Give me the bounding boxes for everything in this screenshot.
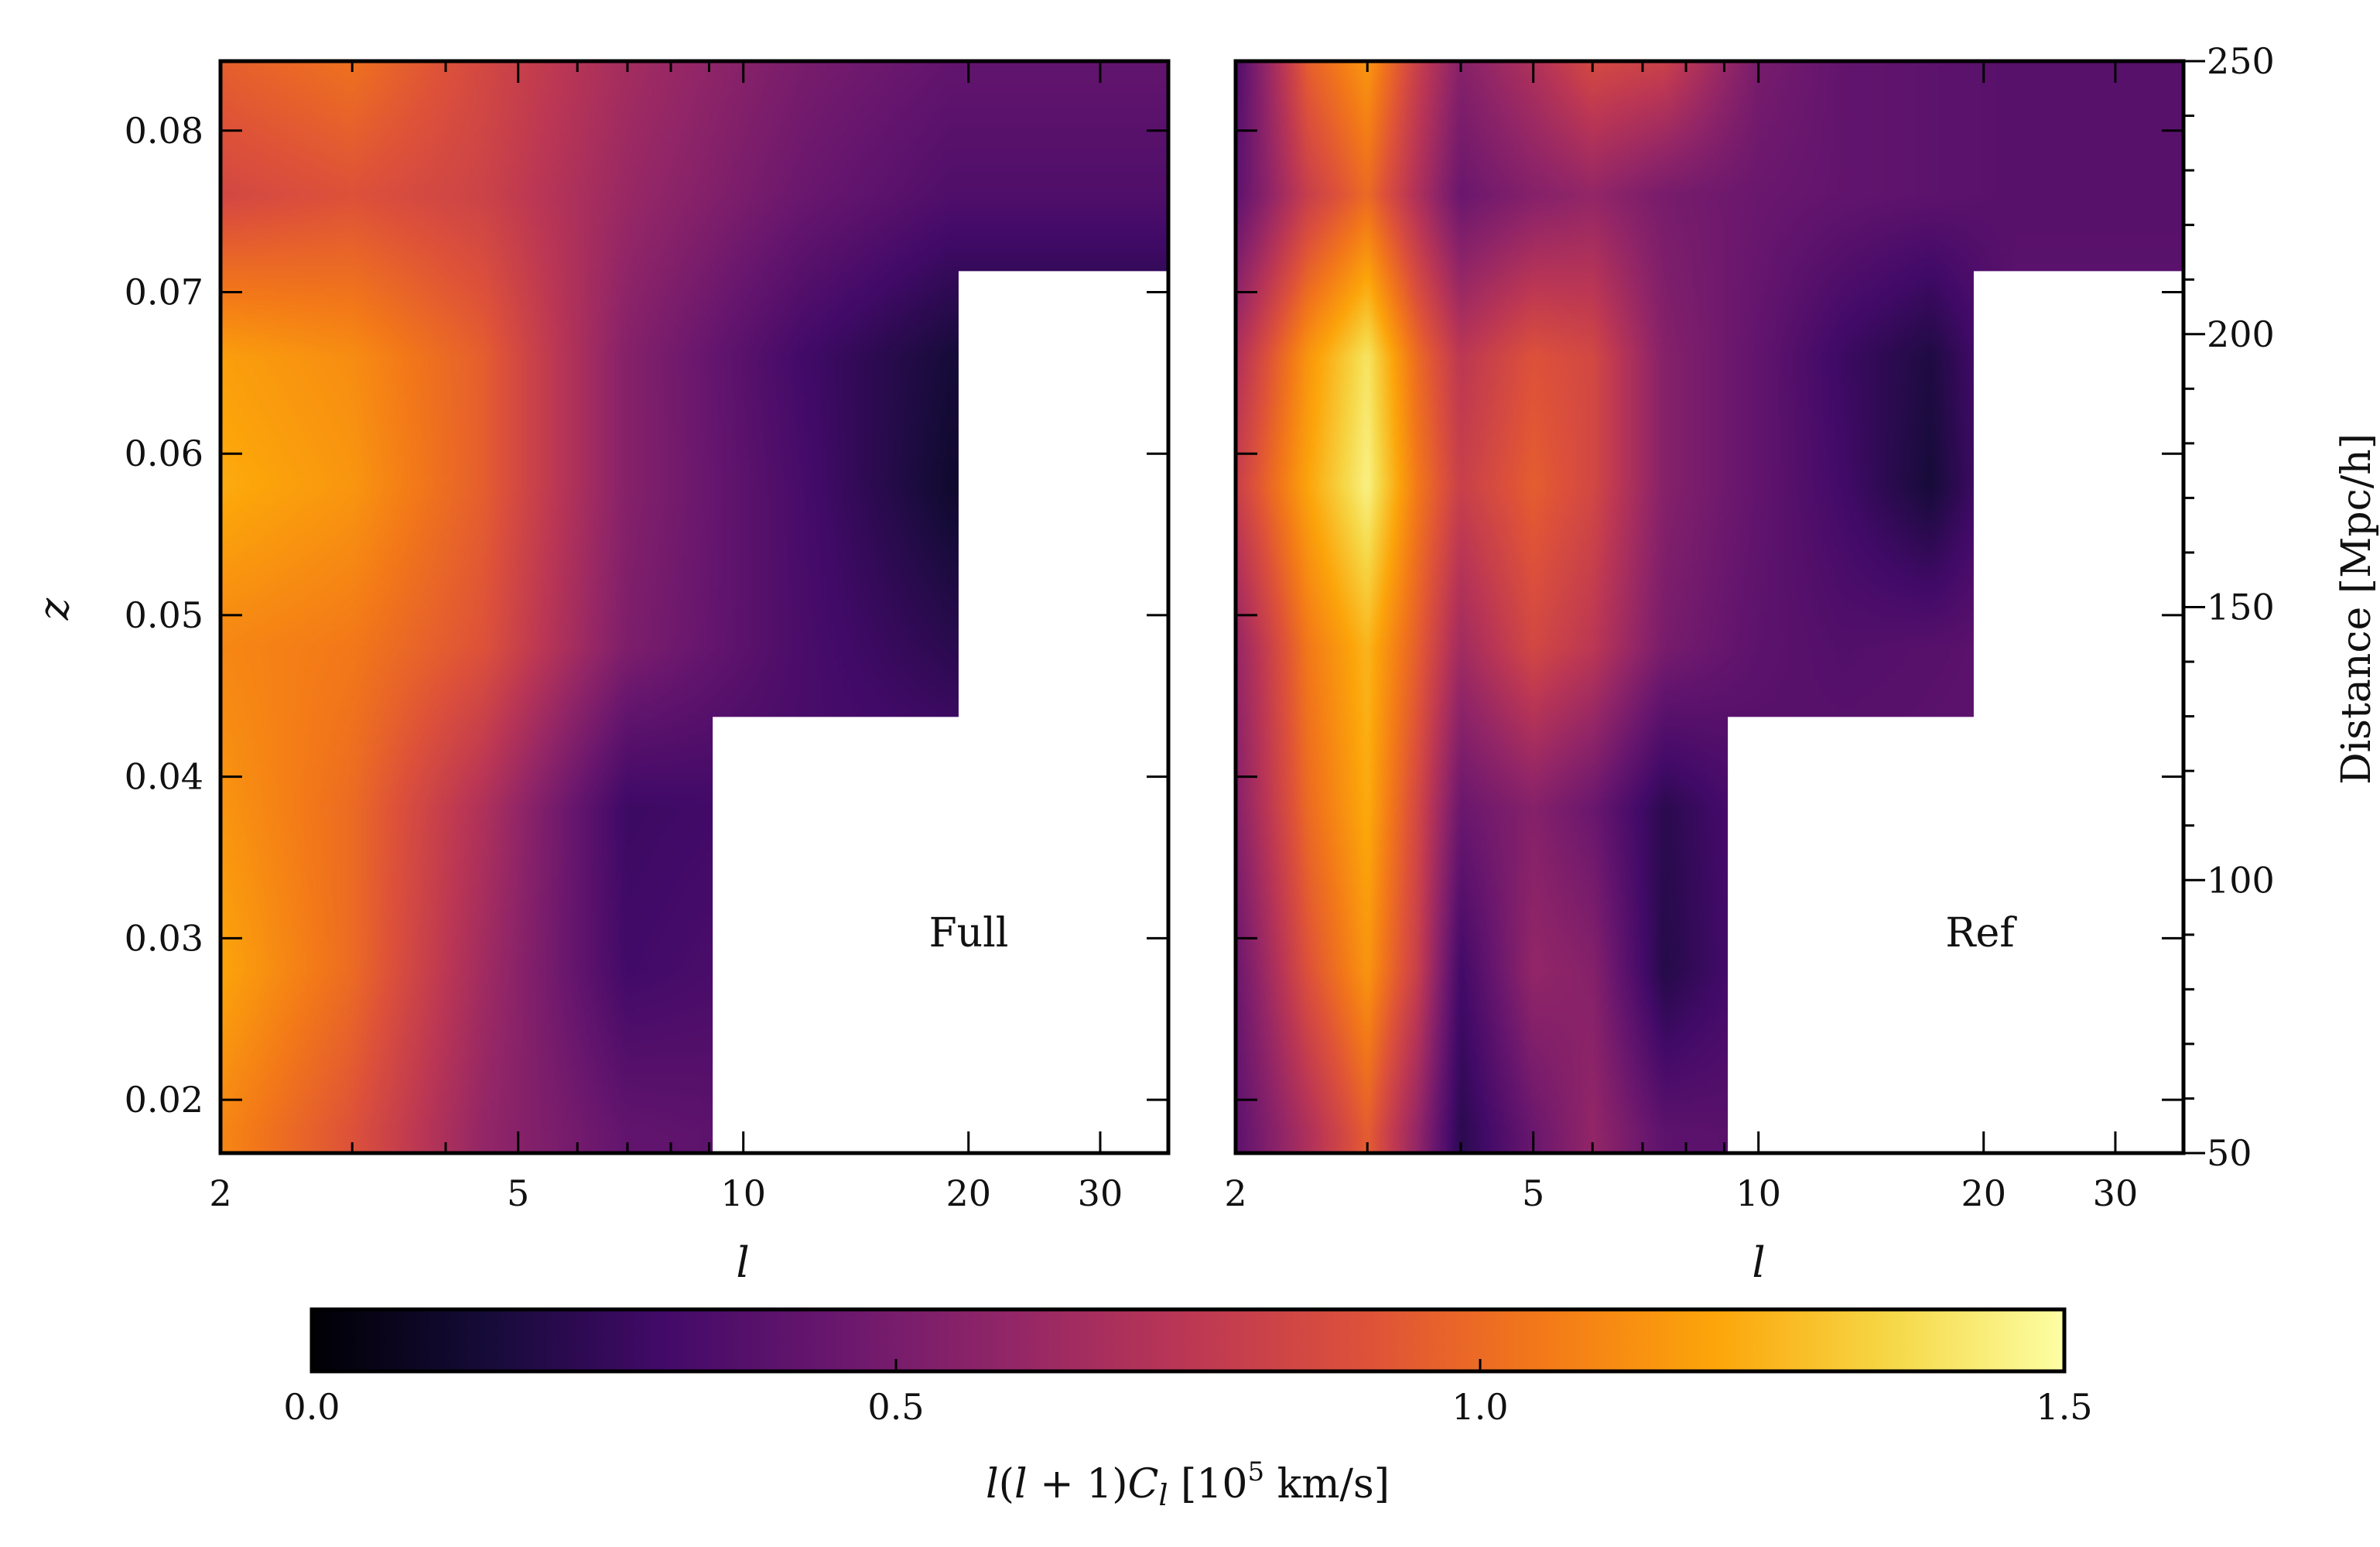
y-tick-label: 0.07 [125,271,203,313]
right-y-tick-label: 100 [2207,859,2275,901]
colorbar-tick-label: 1.0 [1452,1386,1508,1428]
x-tick-label: 10 [720,1172,766,1214]
x-tick-label: 2 [1224,1172,1246,1214]
x-tick-label: 30 [1078,1172,1123,1214]
x-tick-label: 5 [1522,1172,1544,1214]
x-axis-label-ref: l [1752,1238,1765,1287]
y-tick-label: 0.08 [125,110,203,152]
heatmap-panel-ref: 2 5 10 20 30 50 100 150 200 250 Ref l Distance [M… [1224,40,2380,1287]
colorbar-tick-label: 1.5 [2036,1386,2092,1428]
x-tick-label: 30 [2093,1172,2139,1214]
y-tick-label: 0.04 [125,756,203,798]
masked-region-ref [1728,271,2183,1153]
y-tick-label: 0.03 [125,917,203,959]
y-tick-label: 0.02 [125,1079,203,1121]
y-tick-label: 0.05 [125,594,203,636]
colorbar: 0.0 0.5 1.0 1.5 l(l + 1)Cl [105 km/s] [283,1307,2093,1512]
x-tick-label: 5 [507,1172,529,1214]
colorbar-tick-label: 0.5 [867,1386,924,1428]
x-axis-label-full: l [736,1238,749,1287]
x-tick-label: 2 [209,1172,231,1214]
masked-region-full [713,271,1168,1153]
x-tick-label: 10 [1735,1172,1781,1214]
right-y-tick-label: 150 [2207,587,2275,628]
colorbar-ticks: 0.0 0.5 1.0 1.5 [283,1359,2093,1428]
panel-label-ref: Ref [1945,910,2017,957]
ticks-ref: 2 5 10 20 30 50 100 150 200 250 [1224,40,2274,1214]
panel-label-full: Full [929,910,1009,957]
x-tick-label: 20 [946,1172,991,1214]
y-axis-label: z [29,597,78,621]
y-tick-label: 0.06 [125,433,203,474]
colorbar-gradient [309,1307,2067,1374]
x-tick-label: 20 [1961,1172,2006,1214]
right-y-axis-label: Distance [Mpc/h] [2334,433,2380,785]
colorbar-tick-label: 0.0 [283,1386,340,1428]
colorbar-label: l(l + 1)Cl [105 km/s] [986,1456,1390,1512]
right-y-tick-label: 200 [2207,313,2275,355]
right-y-tick-label: 250 [2207,40,2275,82]
heatmap-panel-full: 2 5 10 20 30 0.02 0.03 0.04 0.05 0.06 0.07 0.08 Ful… [29,59,1171,1287]
plot-frame-full [218,59,1171,1155]
plot-frame-ref [1233,59,2186,1155]
right-y-tick-label: 50 [2207,1132,2252,1174]
ticks-full: 2 5 10 20 30 0.02 0.03 0.04 0.05 0.06 0.07 0.08 [125,61,1168,1214]
